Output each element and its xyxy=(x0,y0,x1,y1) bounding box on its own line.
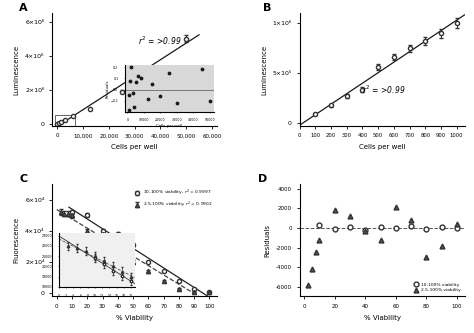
2.5-100% viability xyxy=(378,238,383,242)
2.5-100% viability xyxy=(317,238,322,242)
X-axis label: Cells per well: Cells per well xyxy=(111,144,158,150)
X-axis label: Cells per well: Cells per well xyxy=(359,144,405,150)
10-100% viability xyxy=(408,224,414,228)
2.5-100% viability xyxy=(305,283,311,287)
10-100% viability xyxy=(423,227,429,231)
2.5-100% viability xyxy=(439,243,445,247)
2.5-100% viability xyxy=(313,250,319,254)
Text: C: C xyxy=(19,174,27,184)
Bar xyxy=(55,115,75,126)
2.5-100% viability xyxy=(408,218,414,222)
2.5-100% viability xyxy=(393,204,399,208)
Legend: 10-100% viability, 2.5-100% viability: 10-100% viability, 2.5-100% viability xyxy=(410,281,462,294)
Y-axis label: Luminescence: Luminescence xyxy=(13,44,19,95)
2.5-100% viability xyxy=(347,214,353,218)
Text: B: B xyxy=(263,3,272,13)
Y-axis label: Fluorescence: Fluorescence xyxy=(13,217,19,263)
Legend: 10-100% viability, $r^2$ = 0.9997, 2.5-100% viability, $r^2$ = 0.9902: 10-100% viability, $r^2$ = 0.9997, 2.5-1… xyxy=(131,186,215,212)
Text: $r^2$ = >0.99: $r^2$ = >0.99 xyxy=(138,34,182,47)
10-100% viability xyxy=(393,226,399,230)
Y-axis label: Residuals: Residuals xyxy=(264,224,270,257)
X-axis label: % Viability: % Viability xyxy=(364,315,401,321)
Text: $r^2$ = >0.99: $r^2$ = >0.99 xyxy=(362,84,406,96)
Text: A: A xyxy=(19,3,28,13)
2.5-100% viability xyxy=(454,222,460,226)
10-100% viability xyxy=(378,225,383,229)
Text: D: D xyxy=(258,174,268,184)
Line: 2.5-100% viability: 2.5-100% viability xyxy=(306,204,459,287)
2.5-100% viability xyxy=(423,255,429,259)
2.5-100% viability xyxy=(309,267,315,271)
10-100% viability xyxy=(317,223,322,227)
Line: 10-100% viability: 10-100% viability xyxy=(317,223,459,232)
10-100% viability xyxy=(332,227,337,231)
10-100% viability xyxy=(454,226,460,230)
10-100% viability xyxy=(363,228,368,232)
10-100% viability xyxy=(439,225,445,229)
2.5-100% viability xyxy=(332,208,337,212)
Y-axis label: Luminescence: Luminescence xyxy=(261,44,267,95)
X-axis label: % Viability: % Viability xyxy=(116,315,153,321)
2.5-100% viability xyxy=(363,229,368,233)
10-100% viability xyxy=(347,224,353,228)
